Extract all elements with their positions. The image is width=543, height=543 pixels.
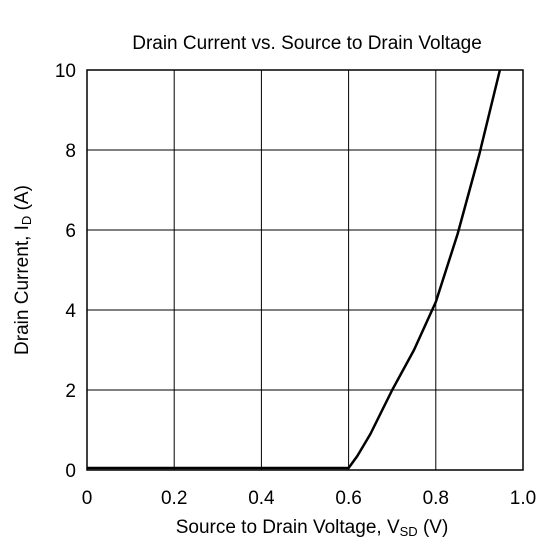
x-tick-labels: 0 0.2 0.4 0.6 0.8 1.0 (82, 488, 537, 509)
y-tick-label: 6 (65, 221, 76, 242)
y-tick-label: 8 (65, 141, 76, 162)
plot-frame (86, 69, 524, 471)
x-tick-label: 0.6 (335, 488, 361, 509)
x-tick-label: 1.0 (510, 488, 536, 509)
x-axis-label-unit: (V) (418, 517, 449, 538)
x-axis-label-main: Source to Drain Voltage, V (176, 517, 400, 538)
y-axis-label: Drain Current, ID (A) (12, 185, 34, 355)
series-line (87, 69, 502, 470)
x-tick-label: 0 (82, 488, 93, 509)
x-tick-label: 0.8 (423, 488, 449, 509)
x-tick-label: 0.2 (161, 488, 187, 509)
y-tick-label: 10 (55, 61, 76, 82)
y-tick-label: 2 (65, 381, 76, 402)
y-axis-label-subscript: D (19, 216, 34, 225)
grid (87, 70, 523, 470)
y-tick-label: 0 (65, 461, 76, 482)
y-axis-label-main: Drain Current, I (12, 225, 33, 355)
y-tick-label: 4 (65, 301, 76, 322)
x-axis-label-subscript: SD (400, 524, 418, 539)
x-tick-label: 0.4 (248, 488, 275, 509)
x-axis-label: Source to Drain Voltage, VSD (V) (176, 517, 449, 539)
y-axis-label-unit: (A) (12, 185, 33, 216)
chart-title: Drain Current vs. Source to Drain Voltag… (132, 33, 482, 54)
series-group (87, 69, 502, 470)
y-tick-labels: 0 2 4 6 8 10 (55, 61, 77, 482)
